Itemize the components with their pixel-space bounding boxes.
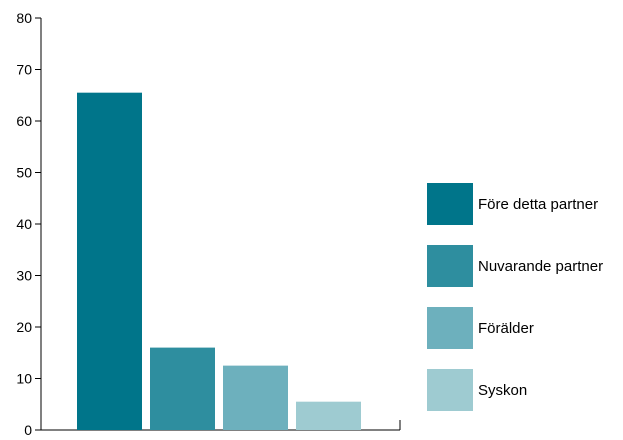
legend-swatch bbox=[427, 307, 473, 349]
y-tick-label: 20 bbox=[16, 319, 32, 335]
legend-swatch bbox=[427, 183, 473, 225]
y-tick-label: 50 bbox=[16, 165, 32, 181]
legend-item: Före detta partner bbox=[427, 183, 598, 225]
bar-2 bbox=[150, 347, 215, 430]
bar-1 bbox=[77, 92, 142, 431]
y-tick-label: 0 bbox=[24, 422, 32, 435]
y-tick-label: 10 bbox=[16, 371, 32, 387]
bar-4 bbox=[296, 401, 361, 430]
legend-item: Nuvarande partner bbox=[427, 245, 603, 287]
y-tick-label: 80 bbox=[16, 10, 32, 26]
legend-swatch bbox=[427, 369, 473, 411]
legend-item: Syskon bbox=[427, 369, 527, 411]
y-tick-label: 30 bbox=[16, 268, 32, 284]
y-axis: 0 10 20 30 40 50 60 70 80 bbox=[16, 10, 42, 438]
legend-label: Före detta partner bbox=[478, 196, 598, 213]
legend: Före detta partner Nuvarande partner Föräl… bbox=[427, 183, 603, 411]
legend-swatch bbox=[427, 245, 473, 287]
bar-3 bbox=[223, 365, 288, 430]
y-tick-label: 60 bbox=[16, 113, 32, 129]
y-tick-label: 70 bbox=[16, 62, 32, 78]
legend-label: Förälder bbox=[478, 320, 534, 337]
bars bbox=[77, 92, 361, 431]
legend-item: Förälder bbox=[427, 307, 534, 349]
legend-label: Nuvarande partner bbox=[478, 258, 603, 275]
y-tick-label: 40 bbox=[16, 216, 32, 232]
legend-label: Syskon bbox=[478, 382, 527, 399]
